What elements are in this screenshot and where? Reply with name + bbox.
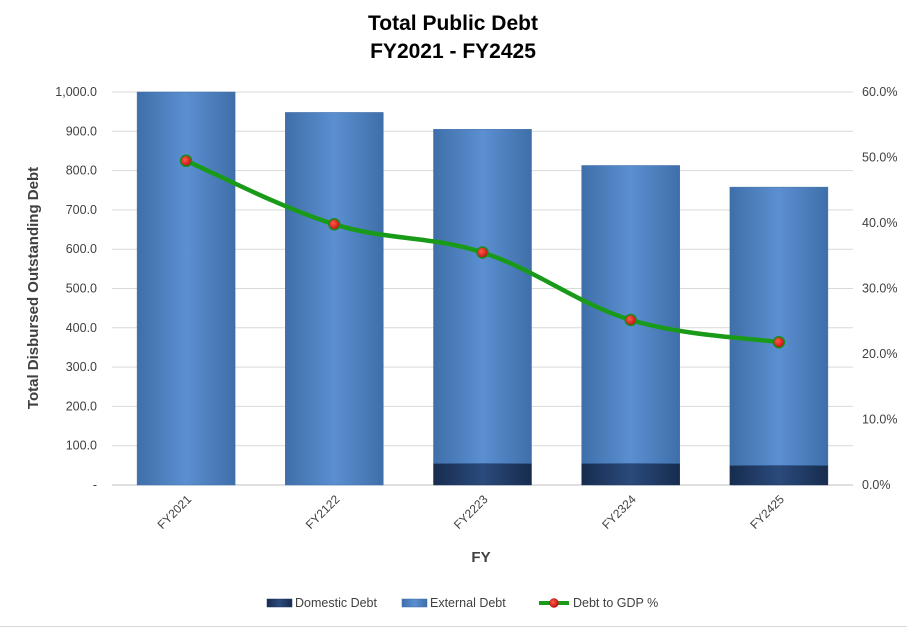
bar-external-debt (285, 112, 384, 486)
right-axis-tick-label: 40.0% (862, 216, 897, 230)
x-axis-title: FY (471, 549, 490, 566)
category-label: FY2021 (155, 492, 195, 532)
left-axis-tick-label: - (93, 478, 97, 492)
legend-domestic-swatch (266, 598, 293, 608)
right-axis-tick-label: 60.0% (862, 85, 897, 99)
right-axis-tick-label: 20.0% (862, 347, 897, 361)
right-axis-tick-label: 50.0% (862, 151, 897, 165)
legend-domestic-label: Domestic Debt (295, 596, 377, 610)
left-axis-tick-label: 300.0 (66, 360, 97, 374)
legend-gdp-label: Debt to GDP % (573, 596, 658, 610)
bar-domestic-debt (433, 463, 532, 486)
legend-gdp-marker (549, 598, 559, 608)
bar-external-debt (136, 91, 236, 486)
category-label: FY2425 (747, 492, 787, 532)
left-axis-tick-label: 100.0 (66, 439, 97, 453)
bar-domestic-debt (729, 465, 829, 486)
left-axis-tick-label: 800.0 (66, 164, 97, 178)
left-axis-ticks: - 100.0 200.0 300.0 400.0 500.0 600.0 700.0 800.… (55, 85, 97, 492)
right-axis-tick-label: 30.0% (862, 282, 897, 296)
debt-to-gdp-point (476, 246, 489, 259)
debt-to-gdp-point (328, 218, 341, 231)
debt-to-gdp-line (179, 154, 786, 349)
bars (136, 91, 829, 486)
right-axis-tick-label: 0.0% (862, 478, 891, 492)
left-axis-tick-label: 600.0 (66, 242, 97, 256)
left-axis-tick-label: 1,000.0 (55, 85, 97, 99)
legend-external-label: External Debt (430, 596, 506, 610)
debt-to-gdp-point (772, 335, 786, 349)
category-label: FY2223 (451, 492, 491, 532)
debt-to-gdp-point (179, 154, 193, 168)
debt-to-gdp-point (624, 313, 637, 327)
category-axis-labels: FY2021 FY2122 FY2223 FY2324 FY2425 (155, 492, 788, 532)
right-axis-ticks: 0.0% 10.0% 20.0% 30.0% 40.0% 50.0% 60.0% (862, 85, 897, 492)
left-axis-tick-label: 400.0 (66, 321, 97, 335)
category-label: FY2122 (303, 492, 343, 532)
bar-domestic-debt (581, 463, 680, 486)
left-axis-tick-label: 700.0 (66, 203, 97, 217)
category-label: FY2324 (599, 492, 639, 532)
left-axis-tick-label: 500.0 (66, 282, 97, 296)
bar-external-debt (729, 186, 829, 466)
chart-title-line-1: Total Public Debt (368, 12, 538, 35)
y-axis-title: Total Disbursed Outstanding Debt (25, 167, 42, 409)
chart-title-line-2: FY2021 - FY2425 (370, 40, 536, 63)
left-axis-tick-label: 900.0 (66, 124, 97, 138)
legend: Domestic Debt External Debt Debt to GDP … (266, 596, 658, 610)
right-axis-tick-label: 10.0% (862, 413, 897, 427)
bar-external-debt (433, 129, 532, 464)
bottom-divider (0, 626, 907, 627)
legend-external-swatch (401, 598, 428, 608)
left-axis-tick-label: 200.0 (66, 399, 97, 413)
